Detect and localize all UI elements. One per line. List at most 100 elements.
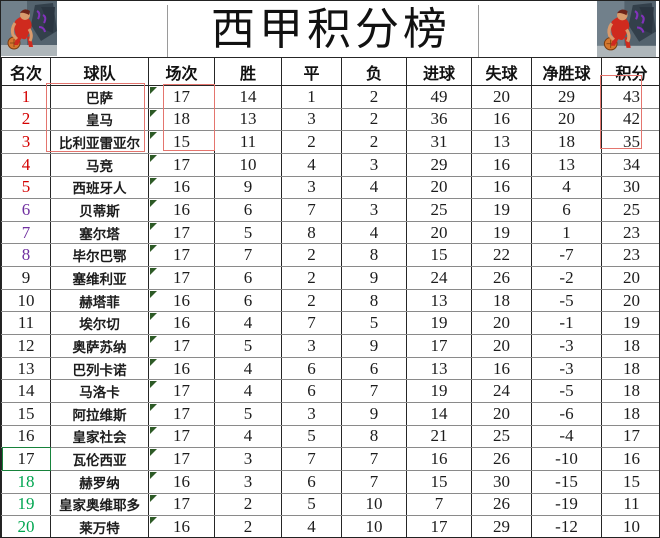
played-cell[interactable]: 16 bbox=[148, 311, 215, 336]
goal_diff-cell[interactable]: -10 bbox=[531, 447, 602, 471]
wins-cell[interactable]: 4 bbox=[214, 356, 282, 381]
points-cell[interactable]: 30 bbox=[601, 175, 659, 200]
wins-cell[interactable]: 2 bbox=[214, 515, 282, 537]
goals_against-cell[interactable]: 29 bbox=[471, 515, 532, 537]
team-cell[interactable]: 毕尔巴鄂 bbox=[50, 243, 149, 268]
goal_diff-cell[interactable]: -4 bbox=[531, 424, 602, 449]
col-header-team[interactable]: 球队 bbox=[50, 57, 149, 86]
rank-cell[interactable]: 18 bbox=[1, 469, 51, 494]
draws-cell[interactable]: 3 bbox=[281, 401, 342, 426]
goal_diff-cell[interactable]: 29 bbox=[531, 85, 602, 109]
points-cell[interactable]: 18 bbox=[601, 356, 659, 381]
played-cell[interactable]: 16 bbox=[148, 356, 215, 381]
wins-cell[interactable]: 14 bbox=[214, 85, 282, 109]
points-cell[interactable]: 18 bbox=[601, 334, 659, 358]
wins-cell[interactable]: 4 bbox=[214, 424, 282, 449]
goals_against-cell[interactable]: 26 bbox=[471, 266, 532, 290]
wins-cell[interactable]: 3 bbox=[214, 447, 282, 471]
team-cell[interactable]: 皇家奥维耶多 bbox=[50, 492, 149, 517]
losses-cell[interactable]: 8 bbox=[341, 288, 407, 313]
wins-cell[interactable]: 9 bbox=[214, 175, 282, 200]
goal_diff-cell[interactable]: -12 bbox=[531, 515, 602, 537]
draws-cell[interactable]: 4 bbox=[281, 515, 342, 537]
played-cell[interactable]: 17 bbox=[148, 492, 215, 517]
goals_for-cell[interactable]: 7 bbox=[406, 492, 472, 517]
draws-cell[interactable]: 2 bbox=[281, 266, 342, 290]
played-cell[interactable]: 16 bbox=[148, 288, 215, 313]
goal_diff-cell[interactable]: -5 bbox=[531, 379, 602, 403]
wins-cell[interactable]: 2 bbox=[214, 492, 282, 517]
points-cell[interactable]: 15 bbox=[601, 469, 659, 494]
rank-cell[interactable]: 5 bbox=[1, 175, 51, 200]
team-cell[interactable]: 塞维利亚 bbox=[50, 266, 149, 290]
rank-cell[interactable]: 11 bbox=[1, 311, 51, 336]
team-cell[interactable]: 赫罗纳 bbox=[50, 469, 149, 494]
wins-cell[interactable]: 4 bbox=[214, 311, 282, 336]
team-cell[interactable]: 西班牙人 bbox=[50, 175, 149, 200]
wins-cell[interactable]: 7 bbox=[214, 243, 282, 268]
wins-cell[interactable]: 11 bbox=[214, 130, 282, 154]
draws-cell[interactable]: 7 bbox=[281, 198, 342, 222]
goals_for-cell[interactable]: 15 bbox=[406, 469, 472, 494]
goal_diff-cell[interactable]: 1 bbox=[531, 220, 602, 245]
played-cell[interactable]: 17 bbox=[148, 424, 215, 449]
goals_for-cell[interactable]: 16 bbox=[406, 447, 472, 471]
goal_diff-cell[interactable]: -5 bbox=[531, 288, 602, 313]
draws-cell[interactable]: 7 bbox=[281, 311, 342, 336]
goals_for-cell[interactable]: 20 bbox=[406, 175, 472, 200]
goals_against-cell[interactable]: 16 bbox=[471, 356, 532, 381]
goals_against-cell[interactable]: 19 bbox=[471, 220, 532, 245]
draws-cell[interactable]: 5 bbox=[281, 492, 342, 517]
losses-cell[interactable]: 3 bbox=[341, 152, 407, 177]
team-cell[interactable]: 贝蒂斯 bbox=[50, 198, 149, 222]
goal_diff-cell[interactable]: -6 bbox=[531, 401, 602, 426]
team-cell[interactable]: 埃尔切 bbox=[50, 311, 149, 336]
goal_diff-cell[interactable]: 6 bbox=[531, 198, 602, 222]
points-cell[interactable]: 17 bbox=[601, 424, 659, 449]
rank-cell[interactable]: 16 bbox=[1, 424, 51, 449]
rank-cell[interactable]: 3 bbox=[1, 130, 51, 154]
goal_diff-cell[interactable]: -2 bbox=[531, 266, 602, 290]
losses-cell[interactable]: 2 bbox=[341, 130, 407, 154]
goals_against-cell[interactable]: 16 bbox=[471, 152, 532, 177]
goals_for-cell[interactable]: 20 bbox=[406, 220, 472, 245]
goals_against-cell[interactable]: 25 bbox=[471, 424, 532, 449]
played-cell[interactable]: 17 bbox=[148, 447, 215, 471]
played-cell[interactable]: 17 bbox=[148, 379, 215, 403]
wins-cell[interactable]: 5 bbox=[214, 401, 282, 426]
losses-cell[interactable]: 9 bbox=[341, 334, 407, 358]
draws-cell[interactable]: 2 bbox=[281, 288, 342, 313]
goals_for-cell[interactable]: 19 bbox=[406, 379, 472, 403]
col-header-points[interactable]: 积分 bbox=[601, 57, 659, 86]
team-cell[interactable]: 莱万特 bbox=[50, 515, 149, 537]
rank-cell[interactable]: 6 bbox=[1, 198, 51, 222]
draws-cell[interactable]: 3 bbox=[281, 107, 342, 132]
losses-cell[interactable]: 2 bbox=[341, 107, 407, 132]
team-cell[interactable]: 赫塔菲 bbox=[50, 288, 149, 313]
draws-cell[interactable]: 4 bbox=[281, 152, 342, 177]
wins-cell[interactable]: 13 bbox=[214, 107, 282, 132]
goals_for-cell[interactable]: 24 bbox=[406, 266, 472, 290]
col-header-goals_for[interactable]: 进球 bbox=[406, 57, 472, 86]
team-cell[interactable]: 马竞 bbox=[50, 152, 149, 177]
wins-cell[interactable]: 6 bbox=[214, 288, 282, 313]
goals_against-cell[interactable]: 30 bbox=[471, 469, 532, 494]
losses-cell[interactable]: 8 bbox=[341, 243, 407, 268]
rank-cell[interactable]: 19 bbox=[1, 492, 51, 517]
col-header-losses[interactable]: 负 bbox=[341, 57, 407, 86]
team-cell[interactable]: 皇家社会 bbox=[50, 424, 149, 449]
goals_for-cell[interactable]: 13 bbox=[406, 288, 472, 313]
draws-cell[interactable]: 5 bbox=[281, 424, 342, 449]
goals_against-cell[interactable]: 24 bbox=[471, 379, 532, 403]
played-cell[interactable]: 18 bbox=[148, 107, 215, 132]
goals_against-cell[interactable]: 26 bbox=[471, 447, 532, 471]
points-cell[interactable]: 42 bbox=[601, 107, 659, 132]
goal_diff-cell[interactable]: -15 bbox=[531, 469, 602, 494]
goals_for-cell[interactable]: 19 bbox=[406, 311, 472, 336]
goals_against-cell[interactable]: 26 bbox=[471, 492, 532, 517]
goals_for-cell[interactable]: 17 bbox=[406, 334, 472, 358]
team-cell[interactable]: 塞尔塔 bbox=[50, 220, 149, 245]
goals_against-cell[interactable]: 20 bbox=[471, 311, 532, 336]
goal_diff-cell[interactable]: 4 bbox=[531, 175, 602, 200]
points-cell[interactable]: 18 bbox=[601, 401, 659, 426]
